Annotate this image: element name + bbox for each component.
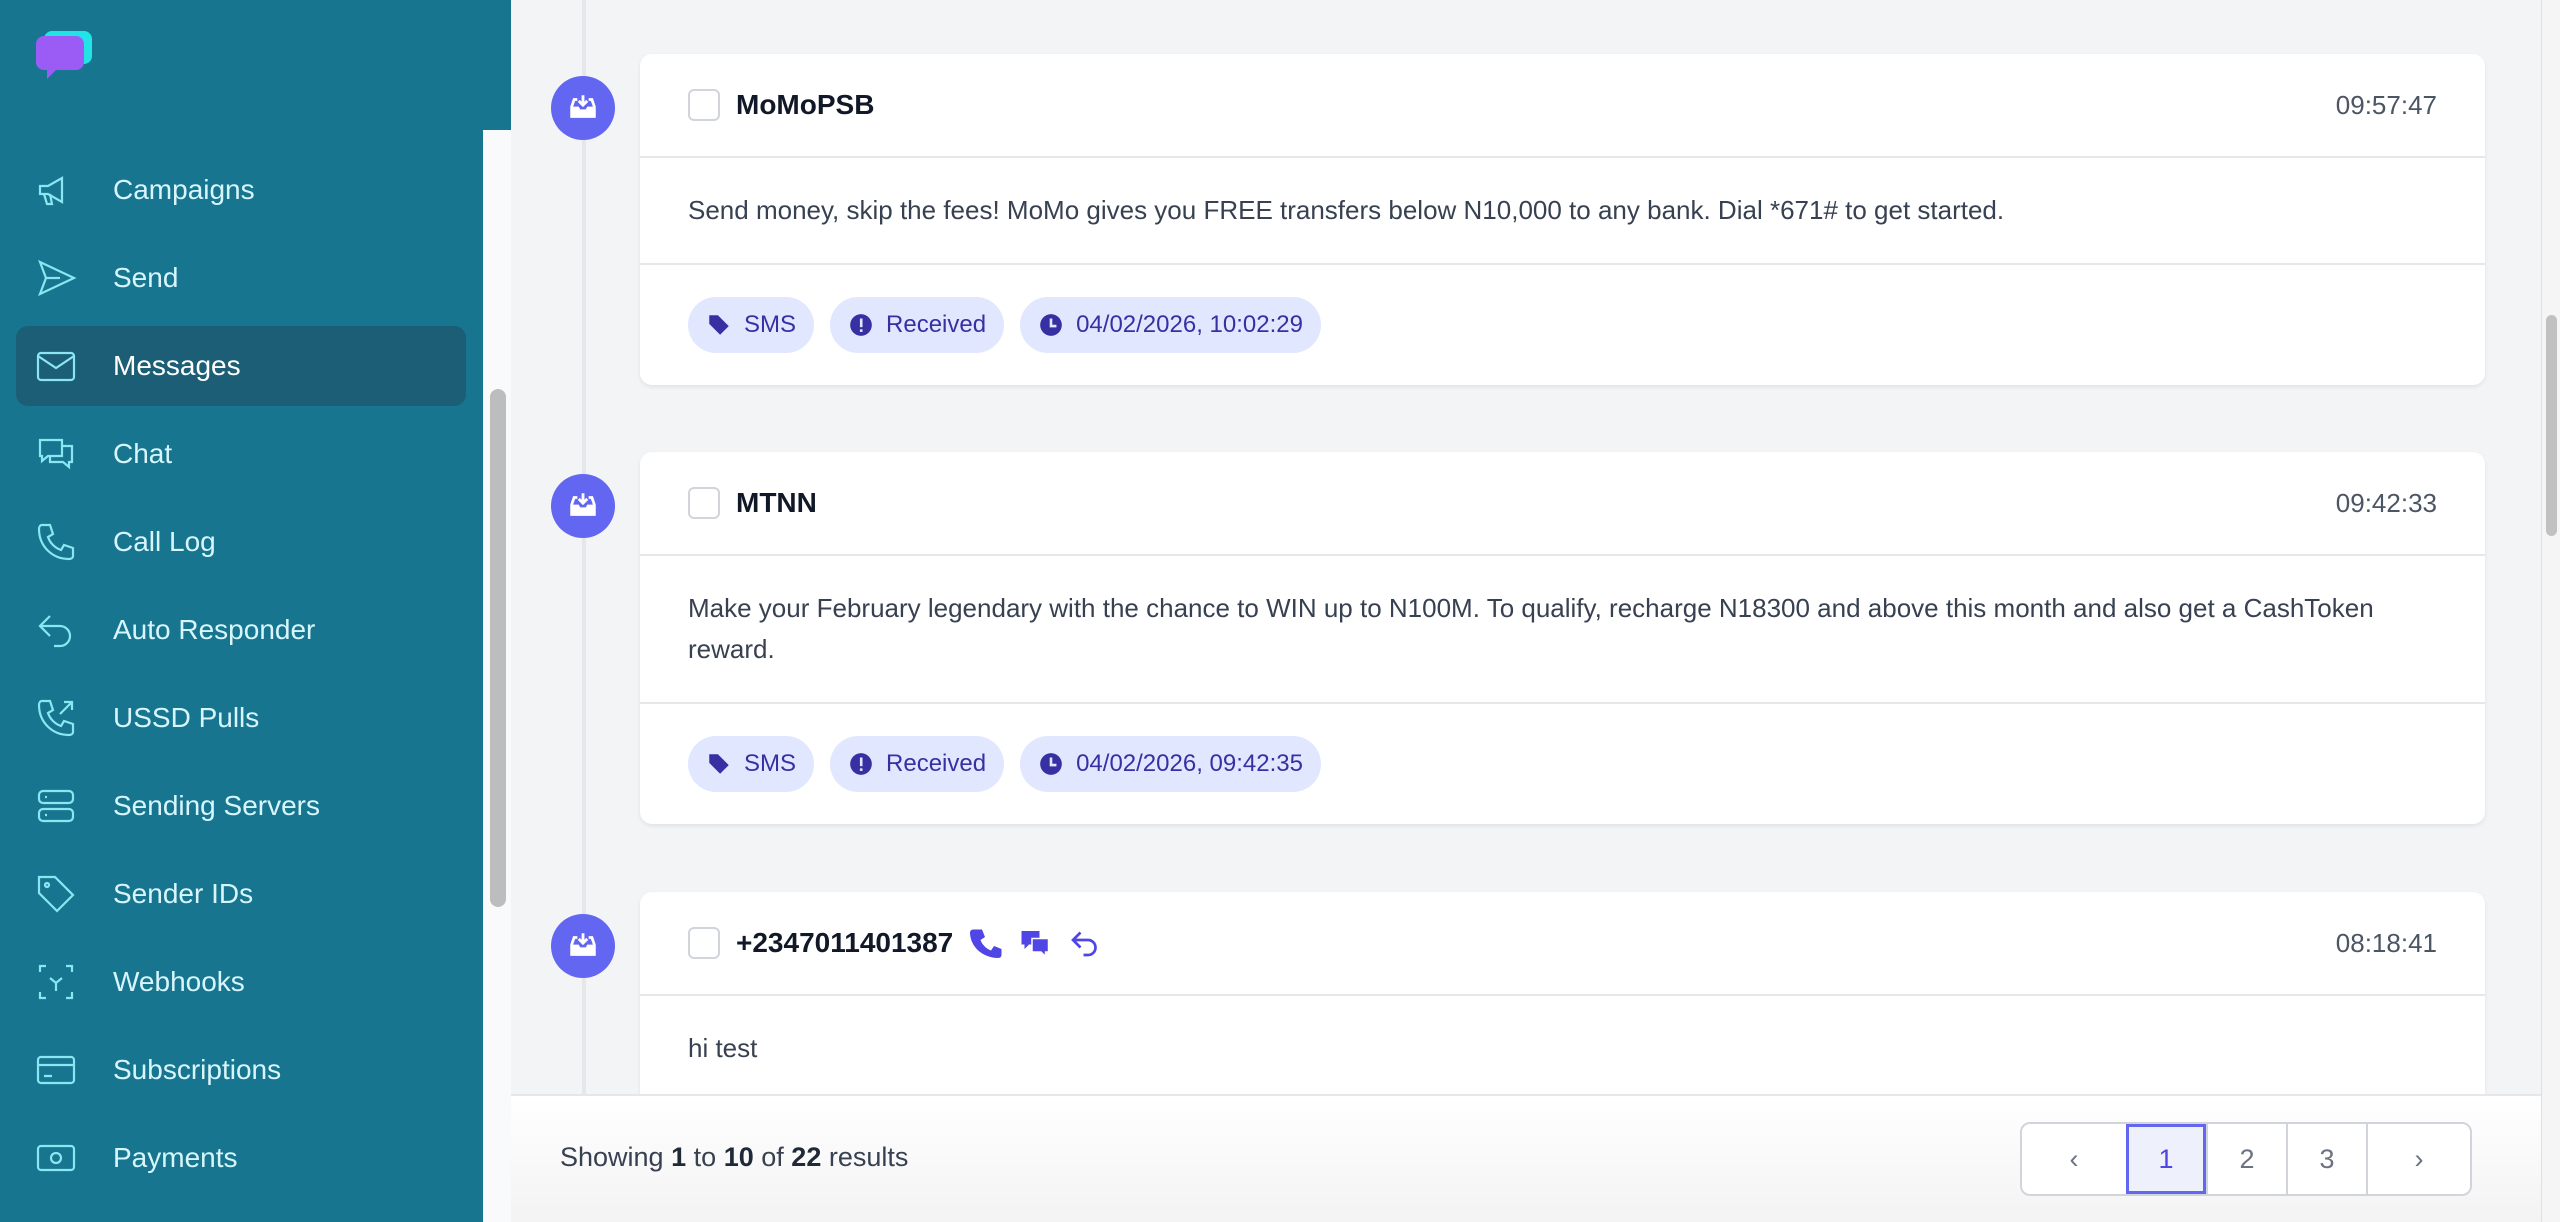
message-header: +2347011401387 08:18:41 — [640, 892, 2485, 996]
message-card: +2347011401387 08:18:41 hi test — [640, 892, 2485, 1094]
sender-name: MoMoPSB — [736, 89, 875, 120]
sidebar-item-label: Messages — [113, 350, 241, 381]
inbound-message-marker — [551, 914, 615, 978]
phone-icon — [37, 523, 75, 561]
select-checkbox[interactable] — [688, 487, 720, 519]
page-3-button[interactable]: 3 — [2286, 1124, 2366, 1194]
reply-icon — [38, 615, 72, 648]
page-2-button[interactable]: 2 — [2206, 1124, 2286, 1194]
sidebar-item-label: Send — [113, 262, 179, 293]
alert-circle-icon — [850, 314, 872, 336]
alert-circle-icon — [850, 753, 872, 775]
datetime-badge: 04/02/2026, 09:42:35 — [1020, 736, 1321, 792]
select-checkbox[interactable] — [688, 927, 720, 959]
sidebar-item-messages[interactable]: Messages — [16, 326, 466, 406]
sidebar-item-label: Payments — [113, 1142, 238, 1173]
phone-outgoing-icon — [37, 699, 75, 737]
message-body: Make your February legendary with the ch… — [640, 556, 2485, 704]
page-1-button[interactable]: 1 — [2126, 1124, 2206, 1194]
clock-icon — [1040, 753, 1062, 775]
sidebar-item-label: Sending Servers — [113, 790, 321, 821]
envelope-icon — [36, 351, 76, 382]
sidebar-item-send[interactable]: Send — [16, 238, 466, 318]
sidebar-item-call-log[interactable]: Call Log — [16, 502, 466, 582]
sidebar-item-label: Auto Responder — [113, 614, 316, 645]
prev-page-button[interactable]: ‹ — [2069, 1143, 2079, 1174]
sidebar-item-label: Campaigns — [113, 174, 255, 205]
credit-card-icon — [36, 1055, 76, 1085]
sidebar-item-auto-responder[interactable]: Auto Responder — [16, 590, 466, 670]
message-body: hi test — [640, 996, 2485, 1094]
sidebar-item-sender-ids[interactable]: Sender IDs — [16, 854, 466, 934]
tag-icon — [709, 315, 729, 335]
results-summary: Showing 1 to 10 of 22 results — [560, 1142, 909, 1172]
type-badge: SMS — [688, 297, 815, 353]
server-icon — [37, 789, 75, 823]
inbox-download-icon — [570, 493, 596, 516]
phone-icon[interactable] — [967, 925, 1003, 961]
reply-icon[interactable] — [1067, 925, 1103, 961]
status-badge: Received — [830, 297, 1005, 353]
megaphone-icon — [38, 176, 64, 206]
sidebar-item-subscriptions[interactable]: Subscriptions — [16, 1030, 466, 1110]
message-header: MoMoPSB 09:57:47 — [640, 54, 2485, 158]
chat-bubbles-icon — [38, 438, 74, 470]
select-checkbox[interactable] — [688, 89, 720, 121]
message-card: MoMoPSB 09:57:47 Send money, skip the fees… — [640, 54, 2485, 385]
sidebar-item-label: USSD Pulls — [113, 702, 260, 733]
sidebar-item-label: Webhooks — [113, 966, 245, 997]
pagination-footer: Showing 1 to 10 of 22 results ‹ 1 2 3 › — [511, 1094, 2541, 1222]
tag-icon — [709, 754, 729, 774]
sidebar-nav: Campaigns Send Messages Chat Call Log Auto Re… — [16, 150, 466, 1206]
message-header: MTNN 09:42:33 — [640, 452, 2485, 556]
sidebar-item-label: Sender IDs — [113, 878, 254, 909]
inbox-download-icon — [570, 95, 596, 118]
message-time: 09:42:33 — [2335, 487, 2437, 518]
inbox-download-icon — [570, 933, 596, 956]
logo-icon[interactable] — [34, 28, 96, 86]
tag-icon — [37, 875, 75, 913]
sender-name: MTNN — [736, 487, 817, 518]
message-meta: SMS Received 04/02/2026, 10:02:29 — [640, 265, 2485, 385]
sidebar-item-label: Subscriptions — [113, 1054, 282, 1085]
message-card: MTNN 09:42:33 Make your February legendary… — [640, 452, 2485, 824]
sidebar-item-sending-servers[interactable]: Sending Servers — [16, 766, 466, 846]
message-time: 09:57:47 — [2335, 89, 2437, 120]
sidebar: Campaigns Send Messages Chat Call Log Auto Re… — [0, 0, 511, 1222]
paper-plane-icon — [38, 259, 77, 297]
sidebar-item-campaigns[interactable]: Campaigns — [16, 150, 466, 230]
sidebar-item-label: Chat — [113, 438, 173, 469]
inbound-message-marker — [551, 76, 615, 140]
message-body: Send money, skip the fees! MoMo gives yo… — [640, 158, 2485, 265]
message-meta: SMS Received 04/02/2026, 09:42:35 — [640, 704, 2485, 824]
clock-icon — [1040, 314, 1062, 336]
sidebar-scrollbar[interactable] — [490, 389, 506, 907]
main-scrollbar-track — [2541, 0, 2560, 1222]
chat-icon[interactable] — [1017, 925, 1053, 961]
inbound-message-marker — [551, 474, 615, 538]
sidebar-item-webhooks[interactable]: Webhooks — [16, 942, 466, 1022]
pagination: ‹ 1 2 3 › — [2020, 1122, 2472, 1196]
timeline-line — [582, 0, 586, 1094]
type-badge: SMS — [688, 736, 815, 792]
main-scrollbar[interactable] — [2546, 315, 2557, 536]
sidebar-item-label: Call Log — [113, 526, 216, 557]
datetime-badge: 04/02/2026, 10:02:29 — [1020, 297, 1321, 353]
next-page-button[interactable]: › — [2366, 1124, 2470, 1194]
message-time: 08:18:41 — [2335, 927, 2437, 958]
status-badge: Received — [830, 736, 1005, 792]
sidebar-item-chat[interactable]: Chat — [16, 414, 466, 494]
sidebar-item-payments[interactable]: Payments — [16, 1118, 466, 1198]
banknote-icon — [36, 1144, 76, 1172]
sender-name: +2347011401387 — [736, 927, 954, 958]
webhook-icon — [38, 964, 74, 1000]
sidebar-item-ussd-pulls[interactable]: USSD Pulls — [16, 678, 466, 758]
